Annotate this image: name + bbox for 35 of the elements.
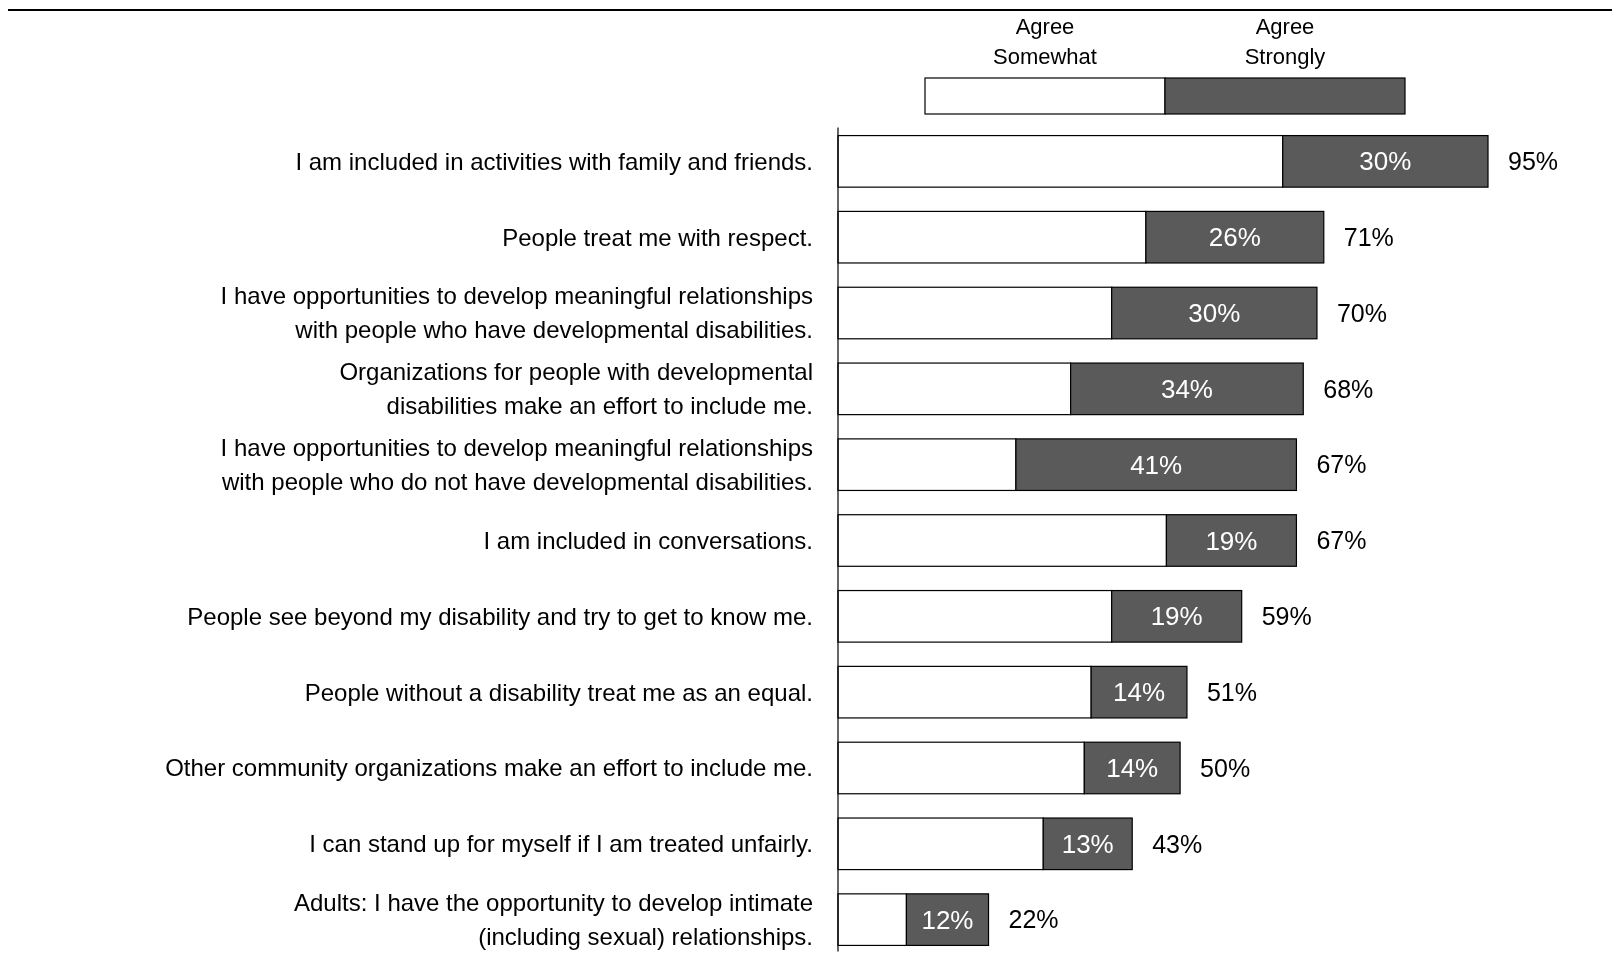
y-tick-label: I am included in conversations. <box>483 526 813 554</box>
total-label: 71% <box>1343 222 1394 251</box>
data-label: 30% <box>1188 298 1241 329</box>
y-tick-label: I can stand up for myself if I am treated unfairly. <box>309 830 813 858</box>
text: Agree Somewhat <box>993 14 1097 69</box>
total-label: 50% <box>1200 753 1251 782</box>
y-tick-label: Organizations for people with developmental disabilities make an effort to include me. <box>339 358 813 420</box>
y-tick-label: I am included in activities with family and friends. <box>295 147 813 175</box>
data-label: 30% <box>1359 146 1412 177</box>
y-tick-label: I have opportunities to develop meaningful relationships with people who do not have developmental disabilities. <box>220 434 813 496</box>
data-label: 26% <box>1208 222 1261 253</box>
data-label: 34% <box>1160 373 1213 404</box>
total-label: 95% <box>1508 147 1559 176</box>
data-label: 14% <box>1106 753 1159 784</box>
y-tick-label: I have opportunities to develop meaningful relationships with people who have developmental disabilities. <box>220 282 813 344</box>
total-label: 43% <box>1152 829 1203 858</box>
total-label: 70% <box>1336 298 1387 327</box>
total-label: 51% <box>1206 677 1257 706</box>
total-label: 68% <box>1323 374 1374 403</box>
data-label: 12% <box>921 904 974 935</box>
y-tick-label: Adults: I have the opportunity to develop intimate (including sexual) relationships. <box>294 889 813 951</box>
y-tick-label: Other community organizations make an effort to include me. <box>165 754 813 782</box>
data-label: 14% <box>1113 677 1166 708</box>
total-label: 67% <box>1316 450 1367 479</box>
data-label: 19% <box>1205 525 1258 556</box>
data-label: 13% <box>1061 828 1114 859</box>
data-label: 41% <box>1130 449 1183 480</box>
data-label: 19% <box>1150 601 1203 632</box>
total-label: 59% <box>1261 602 1312 631</box>
y-tick-label: People treat me with respect. <box>502 223 813 251</box>
y-tick-label: People see beyond my disability and try to get to know me. <box>187 602 813 630</box>
y-tick-label: People without a disability treat me as an equal. <box>304 678 813 706</box>
text: Agree Strongly <box>1244 14 1326 69</box>
total-label: 67% <box>1316 526 1367 555</box>
total-label: 22% <box>1008 905 1059 934</box>
